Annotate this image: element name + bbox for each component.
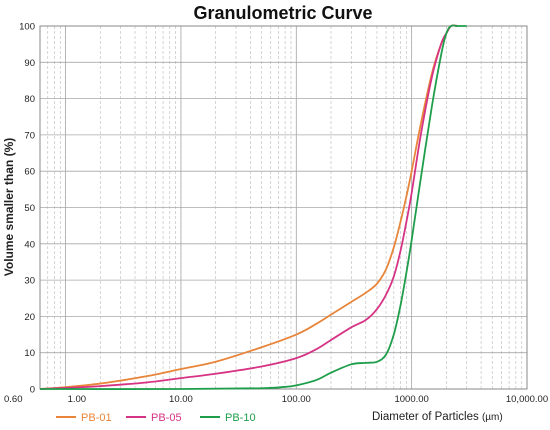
y-tick-label: 100 — [19, 22, 35, 33]
y-tick-label: 0 — [30, 385, 35, 396]
x-axis-unit: (µm) — [482, 412, 503, 423]
x-axis-label: Diameter of Particles (µm) — [372, 411, 503, 423]
series-line-pb-05 — [39, 24, 458, 390]
major-gridlines — [39, 25, 528, 390]
x-tick-label: 0.60 — [4, 394, 23, 405]
y-tick-label: 60 — [24, 167, 35, 178]
plot-frame — [39, 25, 528, 390]
y-tick-label: 20 — [24, 312, 35, 323]
x-axis-label-text: Diameter of Particles — [372, 411, 479, 423]
legend-label-pb-10: PB-10 — [225, 412, 256, 424]
x-axis-ticks: 0.60 1.00 10.00 100.00 1000.00 10,000.00 — [4, 394, 548, 405]
y-tick-label: 30 — [24, 276, 35, 287]
series-line-pb-10 — [39, 24, 467, 390]
y-tick-label: 10 — [24, 348, 35, 359]
legend-label-pb-05: PB-05 — [151, 412, 182, 424]
y-axis-ticks: 0 10 20 30 40 50 60 70 80 90 100 — [19, 22, 35, 396]
legend-label-pb-01: PB-01 — [81, 412, 112, 424]
x-tick-label: 100.00 — [282, 394, 311, 405]
y-tick-label: 80 — [24, 94, 35, 105]
y-tick-label: 50 — [24, 203, 35, 214]
legend: PB-01 PB-05 PB-10 — [56, 412, 256, 424]
chart-title: Granulometric Curve — [193, 3, 372, 23]
x-tick-label: 1000.00 — [394, 394, 428, 405]
series-lines — [39, 24, 467, 390]
y-axis-label: Volume smaller than (%) — [2, 138, 16, 276]
y-tick-label: 90 — [24, 58, 35, 69]
x-tick-label: 10.00 — [169, 394, 193, 405]
y-tick-label: 40 — [24, 239, 35, 250]
y-tick-label: 70 — [24, 130, 35, 141]
x-tick-label: 1.00 — [68, 394, 87, 405]
x-tick-label: 10,000.00 — [506, 394, 548, 405]
